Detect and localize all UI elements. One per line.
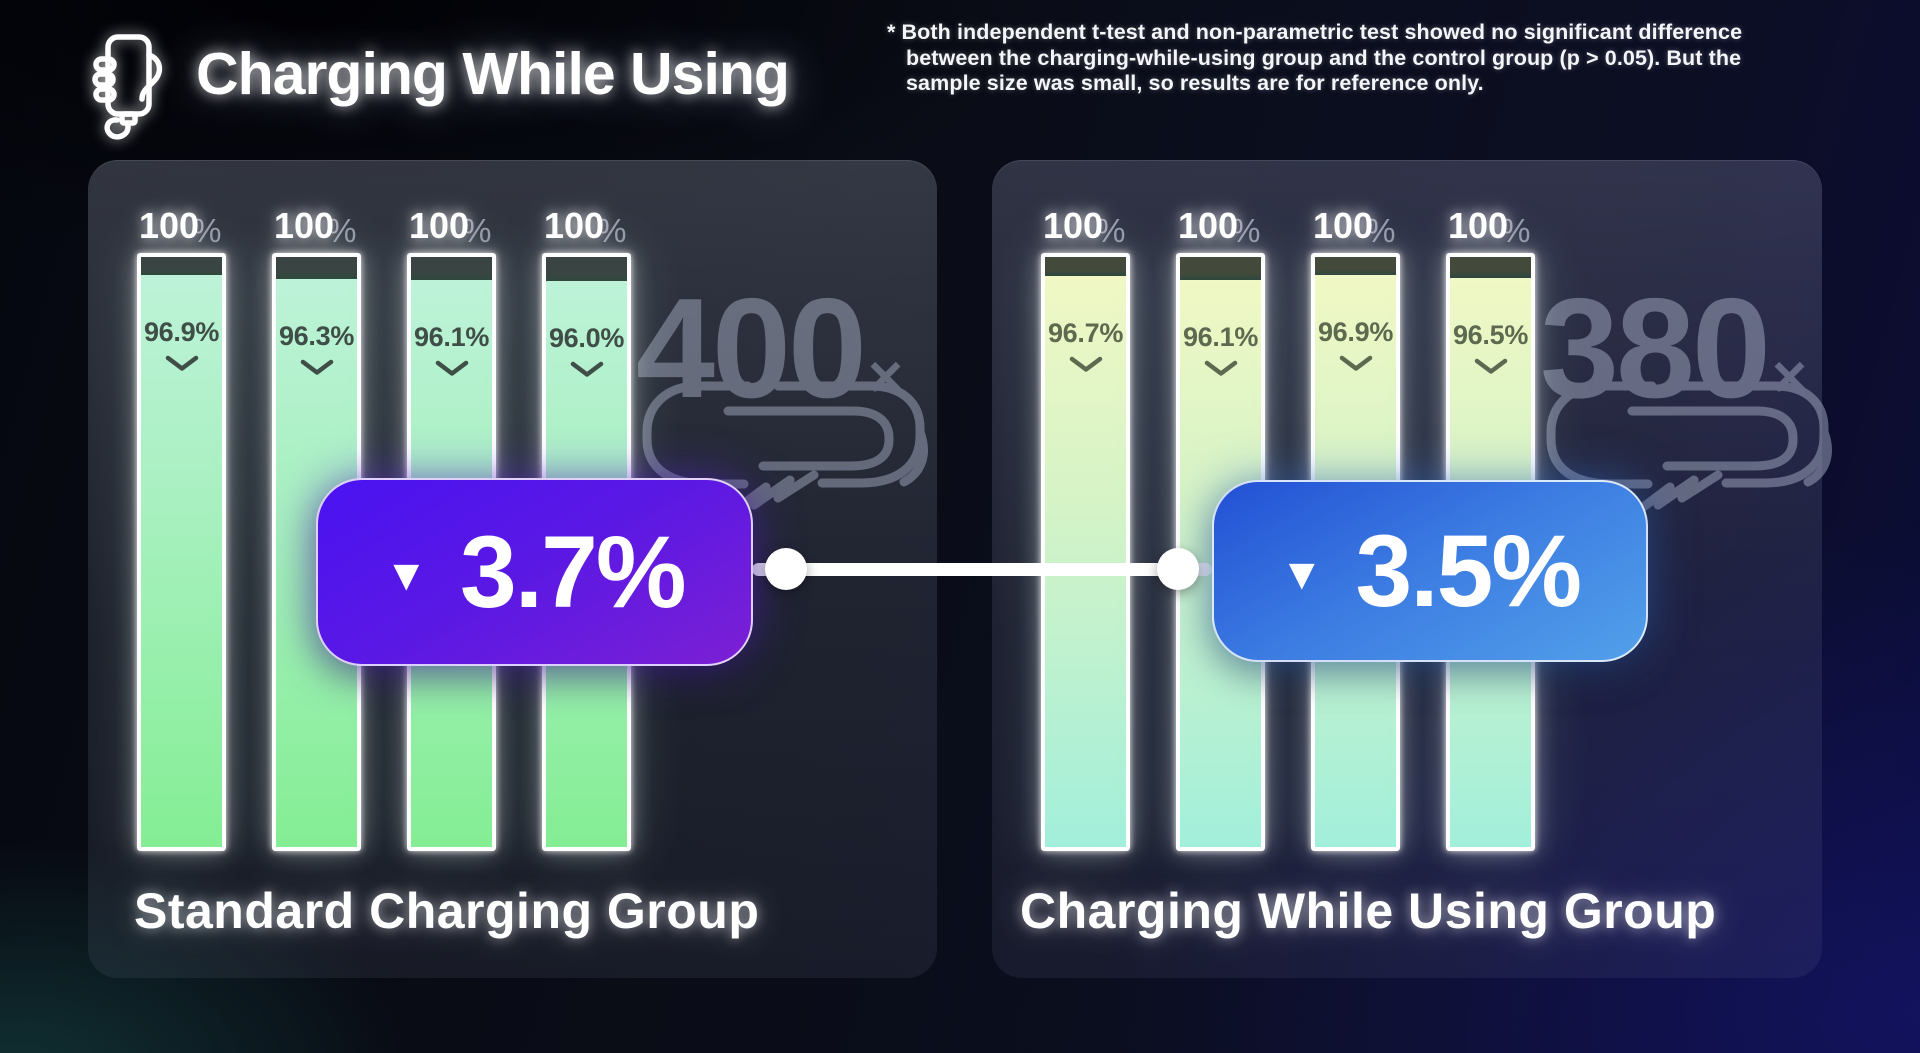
capacity-loss-gap xyxy=(141,257,222,276)
battery-bar: 100% 96.7% xyxy=(1041,205,1130,851)
capacity-value: 96.0% xyxy=(548,322,625,353)
capacity-drop-value: 3.7% xyxy=(460,514,686,629)
cycle-count-value: 380 xyxy=(1540,269,1771,428)
capacity-loss-gap xyxy=(546,257,627,281)
hand-holding-charging-phone-icon xyxy=(92,34,163,140)
chevron-down-icon xyxy=(1474,358,1507,374)
chevron-down-icon xyxy=(165,356,198,372)
battery-bar: 100% 96.3% xyxy=(272,205,361,851)
bar-max-label: 100% xyxy=(1313,205,1396,249)
bar-max-label: 100% xyxy=(274,205,357,249)
page-title: Charging While Using xyxy=(196,41,790,107)
statistical-disclaimer: * Both independent t-test and non-parame… xyxy=(887,20,1742,97)
group-label-standard-charging: Standard Charging Group xyxy=(134,883,760,939)
capacity-value: 96.1% xyxy=(413,322,490,352)
chevron-down-icon xyxy=(1339,356,1372,372)
battery-frame: 96.7% xyxy=(1041,253,1130,851)
capacity-drop-value: 3.5% xyxy=(1355,513,1582,628)
chevron-down-icon xyxy=(1204,360,1237,376)
cycle-count-watermark-right: 380× xyxy=(1540,278,1832,519)
battery-bar: 100% 96.9% xyxy=(137,205,226,851)
chevron-down-icon xyxy=(1069,357,1102,373)
cycle-count-value: 400 xyxy=(636,269,867,428)
chevron-down-icon xyxy=(570,361,603,377)
group-label-charging-while-using: Charging While Using Group xyxy=(1020,883,1717,939)
disclaimer-line-3: sample size was small, so results are fo… xyxy=(906,71,1484,95)
capacity-value: 96.7% xyxy=(1047,318,1124,349)
capacity-value: 96.1% xyxy=(1182,322,1259,352)
bar-max-label: 100% xyxy=(139,205,222,249)
multiply-icon: × xyxy=(867,343,903,410)
capacity-loss-gap xyxy=(1450,257,1531,278)
bar-max-label: 100% xyxy=(1043,205,1126,249)
multiply-icon: × xyxy=(1771,343,1807,410)
capacity-loss-gap xyxy=(1045,257,1126,277)
capacity-drop-badge-while-using: ▼ 3.5% xyxy=(1212,480,1648,662)
disclaimer-line-2: between the charging-while-using group a… xyxy=(906,45,1742,70)
capacity-loss-gap xyxy=(411,257,492,280)
capacity-value: 96.9% xyxy=(143,317,220,348)
capacity-value: 96.9% xyxy=(1317,317,1394,348)
capacity-loss-gap xyxy=(276,257,357,279)
bar-max-label: 100% xyxy=(1178,205,1261,249)
chevron-down-icon xyxy=(435,360,468,376)
down-triangle-icon: ▼ xyxy=(1279,550,1324,599)
capacity-loss-gap xyxy=(1180,257,1261,280)
connector-dot-right xyxy=(1157,548,1199,590)
connector-dot-left xyxy=(765,548,807,590)
battery-fill: 96.9% xyxy=(141,275,222,847)
battery-frame: 96.9% xyxy=(137,253,226,851)
charging-cable-icon xyxy=(642,381,928,519)
comparison-connector-line xyxy=(752,563,1212,576)
capacity-value: 96.5% xyxy=(1452,319,1529,350)
battery-frame: 96.3% xyxy=(272,253,361,851)
capacity-loss-gap xyxy=(1315,257,1396,276)
bar-max-label: 100% xyxy=(544,205,627,249)
cycle-count-watermark-left: 400× xyxy=(636,278,928,519)
down-triangle-icon: ▼ xyxy=(384,551,429,600)
disclaimer-line-1: * Both independent t-test and non-parame… xyxy=(887,20,1743,44)
chevron-down-icon xyxy=(300,359,333,375)
capacity-drop-badge-standard: ▼ 3.7% xyxy=(316,478,753,666)
bar-max-label: 100% xyxy=(1448,205,1531,249)
bar-max-label: 100% xyxy=(409,205,492,249)
capacity-value: 96.3% xyxy=(278,320,355,351)
battery-fill: 96.7% xyxy=(1045,276,1126,847)
